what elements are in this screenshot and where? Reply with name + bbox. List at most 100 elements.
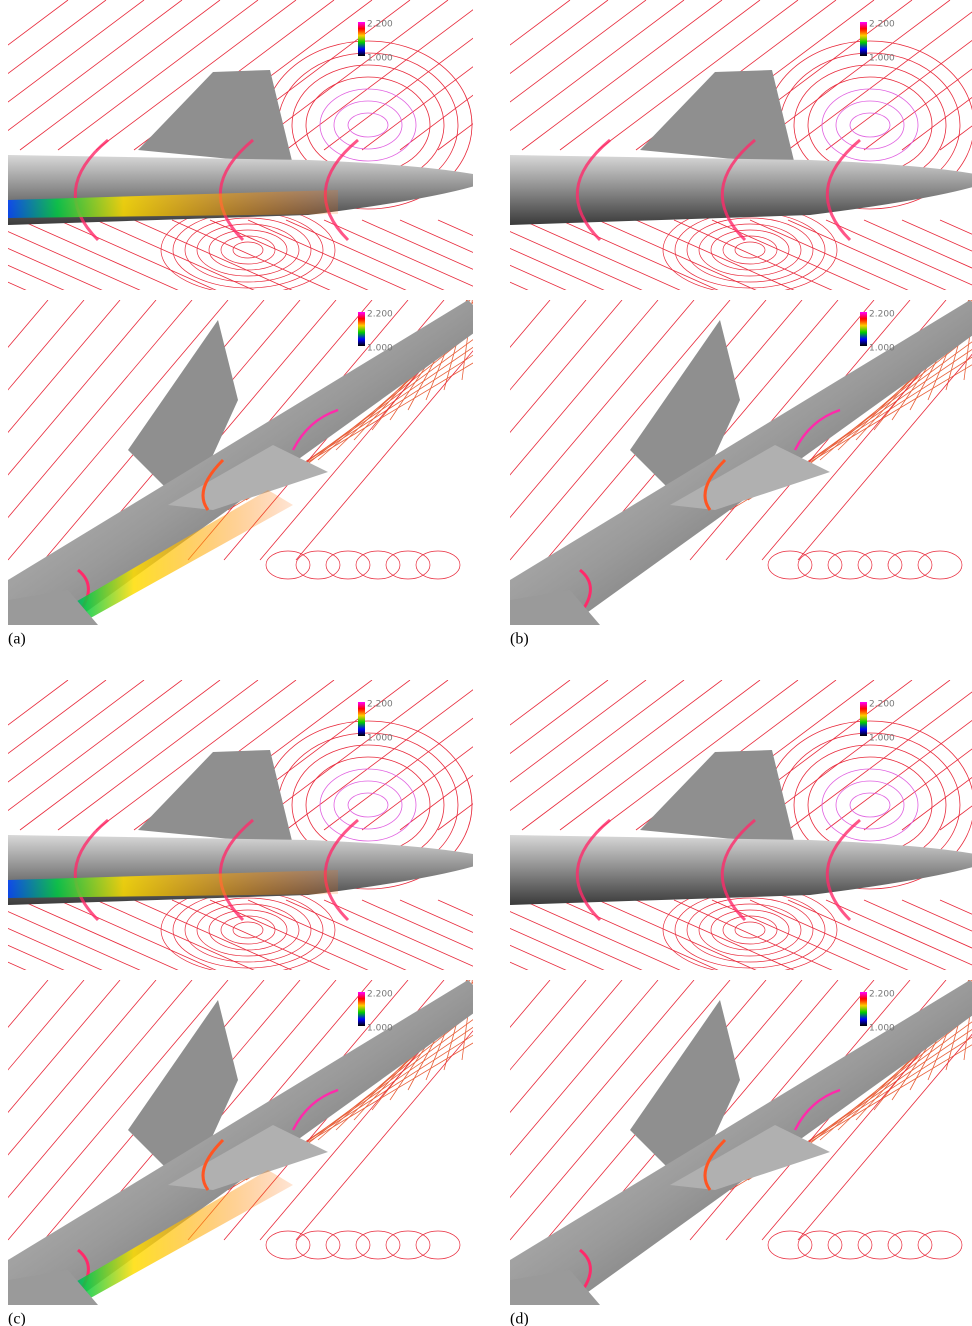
panel-label: (a) [8,631,26,648]
contour-loop [306,77,430,173]
contour-line [636,220,816,300]
colorbar [860,22,867,56]
contour-loop [768,1231,812,1259]
contour-line [362,220,542,300]
perspective-view [0,256,516,625]
colorbar [860,312,867,346]
side-view [370,0,972,300]
fuselage [510,300,972,625]
contour-loop [185,898,311,962]
colorbar [860,702,867,736]
contour-loop [334,101,402,149]
contour-loop [699,224,801,276]
view: 2.2001.000 [0,256,516,625]
contour-line [902,900,972,980]
contour-line [324,900,504,980]
contour-line [0,220,162,300]
contour-line [826,900,972,980]
contour-line [324,680,524,830]
colorbar-min: 1.000 [367,54,393,64]
contour-loop [356,551,400,579]
contour-line [438,0,638,150]
view: 2.200 1.000 [0,0,638,300]
colorbar-max: 2.200 [869,990,895,1000]
side-view [0,0,638,300]
contour-line [0,900,162,980]
contour-loop [334,781,402,829]
contour-line [446,680,646,830]
contour-line [0,680,182,830]
contour-line [0,900,86,980]
contour-line [864,220,972,300]
contour-loop [173,892,323,968]
contour-loop [808,757,932,853]
contour-loop [888,551,932,579]
contour-line [446,0,646,150]
contour-loop [836,781,904,829]
contour-loop [798,551,842,579]
contour-loop [828,551,872,579]
contour-line [636,900,816,980]
contour-line [286,900,466,980]
contour-loop [836,101,904,149]
contour-line [248,220,428,300]
contour-line [0,220,86,300]
contour-line [0,900,124,980]
contour-line [20,900,200,980]
panel-label: (d) [510,1311,529,1326]
contour-line [400,220,580,300]
contour-line [408,680,608,830]
contour-line [324,220,504,300]
contour-line [446,220,626,300]
contour-loop [306,757,430,853]
view: 2.2001.000 [370,680,972,980]
colorbar-max: 2.200 [367,20,393,30]
contour-line [750,900,930,980]
contour-line [864,900,972,980]
view: 2.2001.000 [0,936,516,1305]
contour-loop [828,1231,872,1259]
contour-loop [386,1231,430,1259]
view: 2.2001.000 [0,680,638,980]
contour-line [0,980,84,1240]
contour-loop [185,218,311,282]
contour-loop [858,1231,902,1259]
contour-line [400,900,580,980]
contour-loop [723,236,777,264]
contour-loop [798,1231,842,1259]
contour-line [902,220,972,300]
contour-line [0,980,120,1240]
contour-loop [197,904,299,956]
panel: 2.2001.0002.2001.000 (d) [330,680,972,1326]
contour-line [484,220,664,300]
contour-line [0,300,84,560]
contour-line [826,0,972,150]
contour-loop [326,551,370,579]
contour-line [408,900,588,980]
view: 2.200 1.000 [370,0,972,300]
contour-loop [233,922,263,938]
contour-line [0,0,144,150]
contour-line [522,900,702,980]
colorbar [358,312,365,346]
contour-loop [723,916,777,944]
contour-line [484,680,684,830]
contour-line [940,0,972,150]
contour-loop [386,551,430,579]
colorbar [358,992,365,1026]
fuselage [510,155,972,225]
contour-loop [675,892,825,968]
contour-line [522,220,702,300]
contour-line [750,220,930,300]
contour-loop [173,212,323,288]
fuselage [510,980,972,1305]
contour-loop [221,916,275,944]
contour-line [674,900,854,980]
colorbar-max: 2.200 [869,310,895,320]
contour-loop [918,551,962,579]
contour-line [826,220,972,300]
figure: 2.2001.0002.2001.000(a)2.2001.0002.2001.… [0,0,972,1326]
contour-line [0,680,144,830]
